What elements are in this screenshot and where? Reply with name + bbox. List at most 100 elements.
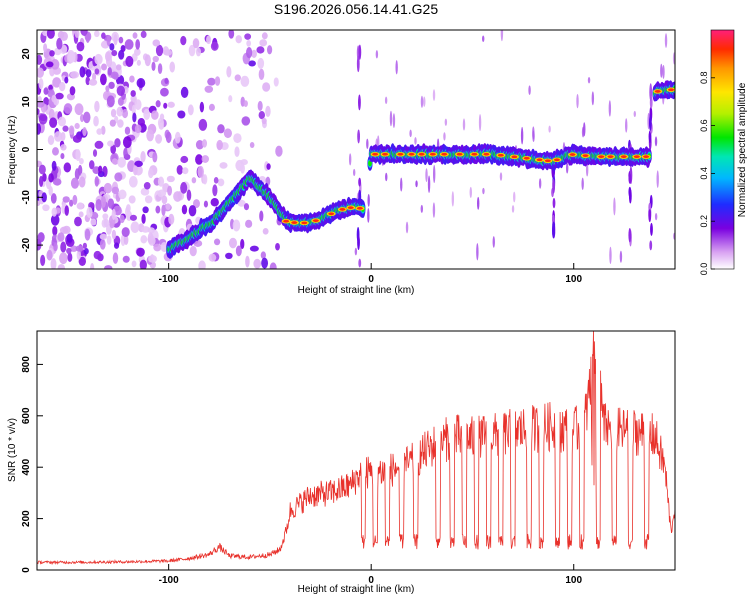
spectrogram-cell	[94, 100, 100, 113]
spectrogram-cell	[188, 44, 196, 57]
spectrogram-cell	[499, 172, 503, 181]
spectrogram-cell	[203, 200, 209, 208]
spectrogram-cell	[144, 54, 151, 67]
spectrogram-cell	[57, 232, 65, 242]
spectrogram-y-ticks: -20 -10 0 10 20	[21, 48, 43, 252]
spectrogram-cell	[246, 39, 252, 47]
spectrogram-cell	[180, 155, 189, 164]
spectrogram-cell	[167, 185, 173, 196]
spectrogram-cell	[69, 86, 76, 96]
spectrogram-cell	[420, 204, 424, 213]
spectrogram-cell	[155, 205, 161, 214]
spectrogram-cell	[536, 158, 543, 162]
spectrogram-cell	[248, 60, 256, 67]
spectrogram-cell	[128, 176, 138, 188]
spectrogram-cell	[261, 117, 267, 125]
spectrogram-cell	[94, 30, 100, 38]
spectrogram-cell	[134, 124, 142, 134]
spectrogram-cell	[633, 110, 636, 118]
spectrogram-cell	[52, 178, 62, 186]
spectrogram-cell	[553, 158, 560, 162]
spectrogram-cell	[92, 149, 98, 157]
spectrogram-cell	[74, 216, 82, 227]
spectrogram-cell	[451, 191, 455, 207]
spectrogram-cell	[619, 250, 623, 263]
spectrogram-cell	[160, 242, 168, 253]
spectrogram-cell	[106, 34, 111, 47]
spectrogram-cell	[204, 85, 214, 93]
spectrogram-cell	[511, 155, 518, 159]
spectrogram-cell	[49, 117, 58, 128]
spectrogram-cell	[141, 226, 150, 233]
snr-y-tick-label: 600	[21, 407, 32, 424]
spectrogram-cell	[628, 188, 632, 204]
spectrogram-cell	[180, 181, 188, 194]
spectrogram-cell	[63, 103, 73, 114]
spectrogram-cell	[649, 240, 653, 251]
spectrogram-cell	[114, 172, 123, 182]
spectrogram-cell	[182, 167, 189, 175]
spectrogram-cell	[585, 163, 589, 177]
spectrogram-cell	[420, 95, 424, 108]
spectrogram-cell	[69, 199, 74, 207]
spectrogram-cell	[187, 104, 194, 116]
spectrogram-cell	[109, 43, 115, 51]
spectrogram-cell	[59, 252, 68, 265]
spectrogram-cell	[482, 187, 485, 195]
spectrogram-cell	[88, 78, 98, 86]
spectrogram-cell	[124, 39, 134, 50]
spectrogram-cell	[212, 184, 218, 197]
snr-y-tick-label: 200	[21, 510, 32, 527]
spectrogram-cell	[358, 44, 362, 60]
spectrogram-cell	[92, 166, 101, 174]
spectrogram-cell	[258, 68, 265, 81]
spectrogram-cell	[357, 129, 361, 144]
spectrogram-cell	[86, 207, 93, 219]
spectrogram-cell	[511, 205, 515, 213]
spectrogram-cell	[552, 221, 555, 239]
spectrogram-cell	[163, 102, 168, 109]
spectrogram-cell	[356, 55, 360, 73]
spectrogram-cell	[132, 32, 138, 39]
spectrogram-cell	[246, 46, 253, 59]
spectrogram-cell	[180, 35, 187, 46]
spectrogram-cell	[48, 173, 54, 183]
spectrogram-cell	[116, 85, 126, 96]
snr-y-tick-label: 400	[21, 458, 32, 475]
spectrogram-cell	[523, 156, 530, 160]
spectrogram-cell	[78, 176, 86, 188]
spectrogram-cell	[82, 242, 87, 249]
spectrogram-cell	[74, 30, 80, 38]
spectrogram-cell	[582, 154, 589, 158]
spectrogram-cell	[500, 30, 504, 42]
spectrogram-cell	[104, 51, 111, 62]
spectrogram-cell	[107, 140, 114, 147]
snr-x-tick-label: 0	[368, 575, 374, 586]
spectrogram-cell	[269, 262, 277, 269]
spectrogram-cell	[52, 77, 62, 88]
spectrogram-cell	[79, 157, 84, 165]
spectrogram-cell	[262, 82, 271, 92]
spectrogram-cell	[608, 100, 612, 117]
spectrogram-cell	[258, 111, 266, 120]
spectrogram-cell	[76, 249, 81, 260]
spectrogram-cell	[415, 180, 418, 188]
spectrogram-cell	[38, 78, 44, 90]
spectrogram-cell	[245, 219, 253, 228]
spectrogram-cell	[206, 35, 212, 45]
spectrogram-cell	[51, 207, 57, 217]
colorbar-gradient	[711, 30, 734, 269]
spectrogram-cell	[38, 164, 46, 175]
spectrogram-cell	[409, 129, 412, 138]
spectrogram-cell	[151, 61, 156, 71]
spectrogram-cell	[58, 81, 66, 92]
colorbar-tick-label: 0.2	[699, 215, 709, 228]
spectrogram-cell	[144, 195, 153, 204]
spectrogram-cell	[372, 152, 379, 156]
spectrogram-cell	[202, 174, 208, 185]
spectrogram-cell	[118, 189, 127, 200]
spectrogram-cell	[111, 229, 117, 240]
spectrogram-cell	[121, 108, 129, 119]
spectrogram-cell	[121, 227, 130, 237]
spectrogram-cell	[143, 108, 151, 121]
